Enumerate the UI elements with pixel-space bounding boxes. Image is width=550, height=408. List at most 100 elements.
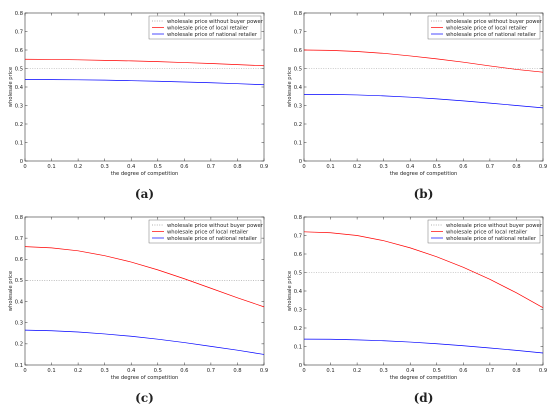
y-tick-label: 0.5 [15,66,23,72]
y-axis-label: wholesale price [8,271,14,311]
x-tick-label: 0.8 [512,368,520,374]
x-tick-label: 0.2 [74,164,82,170]
x-tick-label: 0.6 [180,164,188,170]
chart-panel-2: 0 0.1 0.2 0.3 0.4 0.5 0.6 0.7 0.8 0.9 0 0.1 0.2 0.3 0.… [287,11,547,201]
x-tick-label: 0.4 [406,164,415,170]
x-axis-label: the degree of competition [390,171,458,177]
y-tick-label: 0.1 [294,344,302,350]
chart-panel-1: 0 0.1 0.2 0.3 0.4 0.5 0.6 0.7 0.8 0.9 0 0.1 0.2 0.3 0.… [8,11,268,201]
y-tick-label: 0.4 [294,289,303,295]
y-tick-label: 0.8 [294,215,302,221]
x-tick-label: 0.2 [353,164,361,170]
x-tick-label: 0.7 [486,368,494,374]
x-tick-label: 0.3 [380,368,388,374]
legend: wholesale price without buyer powerwhole… [148,15,264,40]
x-tick-label: 0.6 [180,368,188,374]
y-tick-label: 0.1 [294,140,302,146]
y-tick-label: 0.6 [15,48,23,54]
y-tick-label: 0.7 [294,29,302,35]
legend: wholesale price without buyer powerwhole… [427,15,543,40]
y-tick-label: 0.4 [294,85,303,91]
y-axis-label: wholesale price [287,271,293,311]
series-line-3 [303,338,544,354]
chart-panel-3: 0 0.1 0.2 0.3 0.4 0.5 0.6 0.7 0.8 0.90.10.20.30.4… [8,215,268,405]
x-tick-label: 0.5 [154,164,162,170]
x-tick-label: 0.8 [233,164,241,170]
y-tick-label: 0.3 [15,321,23,327]
x-tick-label: 0.7 [486,164,494,170]
x-tick-label: 0.2 [74,368,82,374]
x-tick-label: 0.3 [380,164,388,170]
y-tick-label: 0.8 [15,11,23,17]
y-tick-label: 0.3 [15,103,23,109]
x-tick-label: 0.5 [433,164,441,170]
y-tick-label: 0.6 [15,257,23,263]
legend-entry: wholesale price without buyer power [167,19,264,25]
y-tick-label: 0.7 [15,236,23,242]
y-axis-label: wholesale price [287,67,293,107]
legend-box [427,15,541,40]
x-tick-label: 0.4 [406,368,415,374]
legend: wholesale price without buyer powerwhole… [148,219,264,244]
x-tick-label: 0.8 [512,164,520,170]
x-tick-label: 0.7 [207,164,215,170]
y-tick-label: 0.6 [294,252,302,258]
legend: wholesale price without buyer powerwhole… [427,219,543,244]
panel-label: (b) [414,187,434,201]
series-line-2 [303,49,544,73]
y-tick-label: 0 [299,363,302,369]
legend-box [427,219,541,244]
legend-entry: wholesale price without buyer power [446,19,543,25]
chart-panel-4: 0 0.1 0.2 0.3 0.4 0.5 0.6 0.7 0.8 0.9 0 0.1 0.2 0.3 0.… [287,215,547,405]
legend-box [148,15,262,40]
x-tick-label: 0.1 [326,164,334,170]
panel-label: (a) [135,187,154,201]
legend-entry: wholesale price of local retailer [446,25,528,31]
legend-entry: wholesale price of national retailer [167,32,258,38]
series-line-2 [303,231,544,308]
x-axis-label: the degree of competition [390,375,458,381]
y-tick-label: 0.4 [15,299,24,305]
legend-box [148,219,262,244]
y-tick-label: 0.6 [294,48,302,54]
series-line-2 [24,246,265,308]
y-tick-label: 0.1 [15,363,23,369]
y-tick-label: 0.5 [294,270,302,276]
legend-entry: wholesale price of local retailer [446,229,528,235]
x-tick-label: 0.2 [353,368,361,374]
y-tick-label: 0 [299,159,302,165]
x-axis-label: the degree of competition [111,375,179,381]
x-tick-label: 0.8 [233,368,241,374]
x-tick-label: 0 [23,368,26,374]
series-line-3 [25,79,265,86]
x-tick-label: 0.7 [207,368,215,374]
x-axis-label: the degree of competition [111,171,179,177]
x-tick-label: 0.9 [260,164,268,170]
y-tick-label: 0.2 [294,122,302,128]
x-tick-label: 0.3 [101,164,109,170]
legend-entry: wholesale price of national retailer [167,236,258,242]
x-tick-label: 0.3 [101,368,109,374]
y-tick-label: 0.7 [294,233,302,239]
x-tick-label: 0 [23,164,26,170]
x-tick-label: 0.9 [539,164,547,170]
x-tick-label: 0.5 [433,368,441,374]
x-tick-label: 0.9 [539,368,547,374]
y-tick-label: 0.5 [294,66,302,72]
y-tick-label: 0.2 [15,342,23,348]
legend-entry: wholesale price of local retailer [167,25,249,31]
x-tick-label: 0.4 [127,164,136,170]
x-tick-label: 0 [302,164,305,170]
panel-label: (d) [414,391,434,405]
legend-entry: wholesale price of national retailer [446,32,537,38]
legend-entry: wholesale price of local retailer [167,229,249,235]
y-tick-label: 0.5 [15,278,23,284]
x-tick-label: 0.6 [459,368,467,374]
panel-label: (c) [135,391,154,405]
x-tick-label: 0.9 [260,368,268,374]
y-tick-label: 0.1 [15,140,23,146]
x-tick-label: 0 [302,368,305,374]
legend-entry: wholesale price without buyer power [167,223,264,229]
y-tick-label: 0.2 [15,122,23,128]
